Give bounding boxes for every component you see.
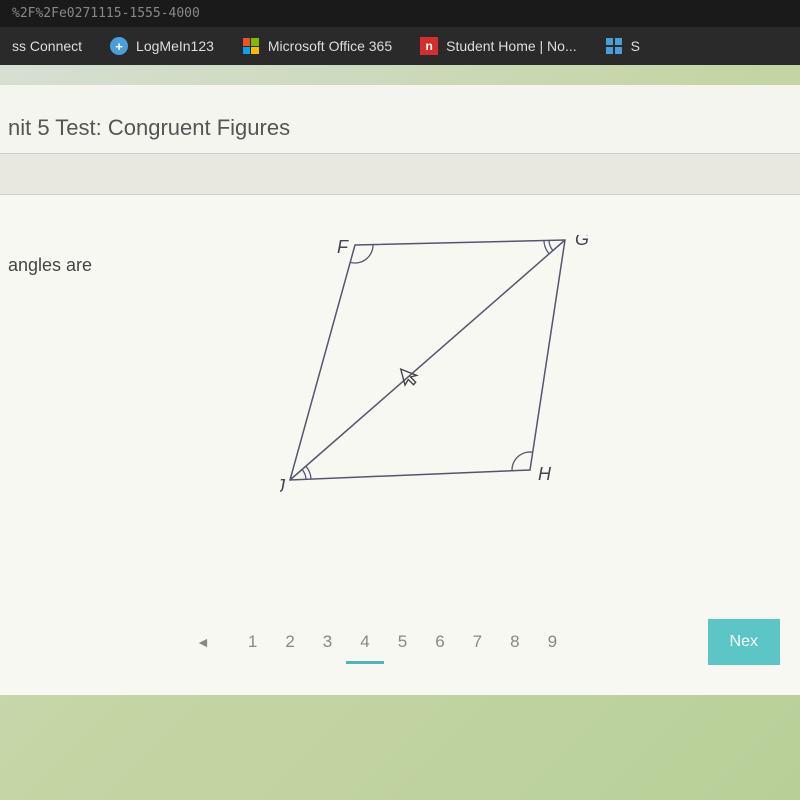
bookmark-studenthome[interactable]: n Student Home | No... xyxy=(420,37,576,55)
content-header: nit 5 Test: Congruent Figures xyxy=(0,85,800,153)
svg-text:J: J xyxy=(280,476,286,496)
page-title: nit 5 Test: Congruent Figures xyxy=(0,115,800,141)
question-area: angles are FGHJ ◄ 123456789 Nex xyxy=(0,195,800,695)
bookmark-label: ss Connect xyxy=(12,38,82,54)
n-icon: n xyxy=(420,37,438,55)
page-num-4[interactable]: 4 xyxy=(346,622,383,664)
svg-text:F: F xyxy=(337,237,349,257)
svg-text:H: H xyxy=(538,464,552,484)
bookmarks-bar: ss Connect + LogMeIn123 Microsoft Office… xyxy=(0,27,800,65)
bookmark-label: Microsoft Office 365 xyxy=(268,38,392,54)
page-num-1[interactable]: 1 xyxy=(234,622,271,661)
page-num-5[interactable]: 5 xyxy=(384,622,421,661)
page-num-3[interactable]: 3 xyxy=(309,622,346,661)
next-button[interactable]: Nex xyxy=(708,619,780,665)
page-num-9[interactable]: 9 xyxy=(534,622,571,661)
svg-text:G: G xyxy=(575,235,589,249)
page-num-8[interactable]: 8 xyxy=(496,622,533,661)
microsoft-icon xyxy=(242,37,260,55)
geometry-figure: F G H J xyxy=(280,235,600,520)
plus-icon: + xyxy=(110,37,128,55)
bookmark-logmein[interactable]: + LogMeIn123 xyxy=(110,37,214,55)
page-numbers: 123456789 xyxy=(234,632,571,652)
bookmark-s[interactable]: S xyxy=(605,37,640,55)
url-bar: %2F%2Fe0271115-1555-4000 xyxy=(0,0,800,27)
bookmark-connect[interactable]: ss Connect xyxy=(12,38,82,54)
bookmark-label: LogMeIn123 xyxy=(136,38,214,54)
prev-page-button[interactable]: ◄ xyxy=(180,624,226,660)
bookmark-office365[interactable]: Microsoft Office 365 xyxy=(242,37,392,55)
grid-icon xyxy=(605,37,623,55)
toolbar-divider xyxy=(0,153,800,195)
url-text: %2F%2Fe0271115-1555-4000 xyxy=(12,6,200,21)
bookmark-label: Student Home | No... xyxy=(446,38,576,54)
page-num-7[interactable]: 7 xyxy=(459,622,496,661)
parallelogram-svg: F G H J xyxy=(280,235,600,515)
page-navigator: ◄ 123456789 Nex xyxy=(180,619,780,665)
bookmark-label: S xyxy=(631,38,640,54)
page-num-6[interactable]: 6 xyxy=(421,622,458,661)
page-num-2[interactable]: 2 xyxy=(271,622,308,661)
